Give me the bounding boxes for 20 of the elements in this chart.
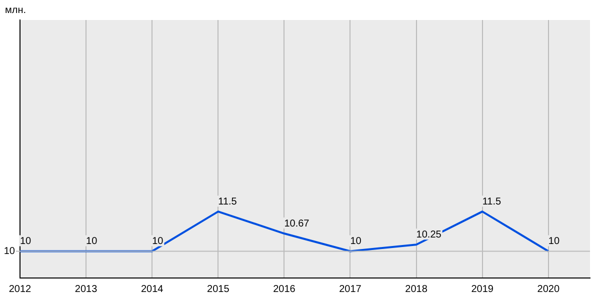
x-tick-label: 2018 bbox=[405, 284, 428, 295]
x-tick-label: 2015 bbox=[207, 284, 230, 295]
data-label: 11.5 bbox=[482, 196, 502, 208]
data-label: 10.67 bbox=[284, 218, 310, 230]
data-label: 10 bbox=[20, 236, 32, 247]
x-tick-label: 2020 bbox=[537, 284, 560, 295]
x-tick-label: 2014 bbox=[140, 284, 164, 295]
x-tick-label: 2013 bbox=[74, 284, 98, 295]
x-tick-label: 2019 bbox=[471, 284, 494, 295]
data-label: 10.25 bbox=[416, 229, 442, 240]
x-tick-label: 2016 bbox=[273, 284, 296, 295]
data-label: 10 bbox=[350, 236, 362, 247]
data-label: 10 bbox=[548, 236, 560, 247]
data-label: 10 bbox=[152, 236, 164, 247]
x-tick-label: 2017 bbox=[339, 284, 362, 295]
x-tick-label: 2012 bbox=[8, 284, 32, 295]
text: млн. bbox=[5, 4, 26, 16]
data-label: 10 bbox=[86, 236, 98, 247]
data-label: 11.5 bbox=[218, 196, 238, 208]
text: 10 bbox=[4, 246, 16, 257]
